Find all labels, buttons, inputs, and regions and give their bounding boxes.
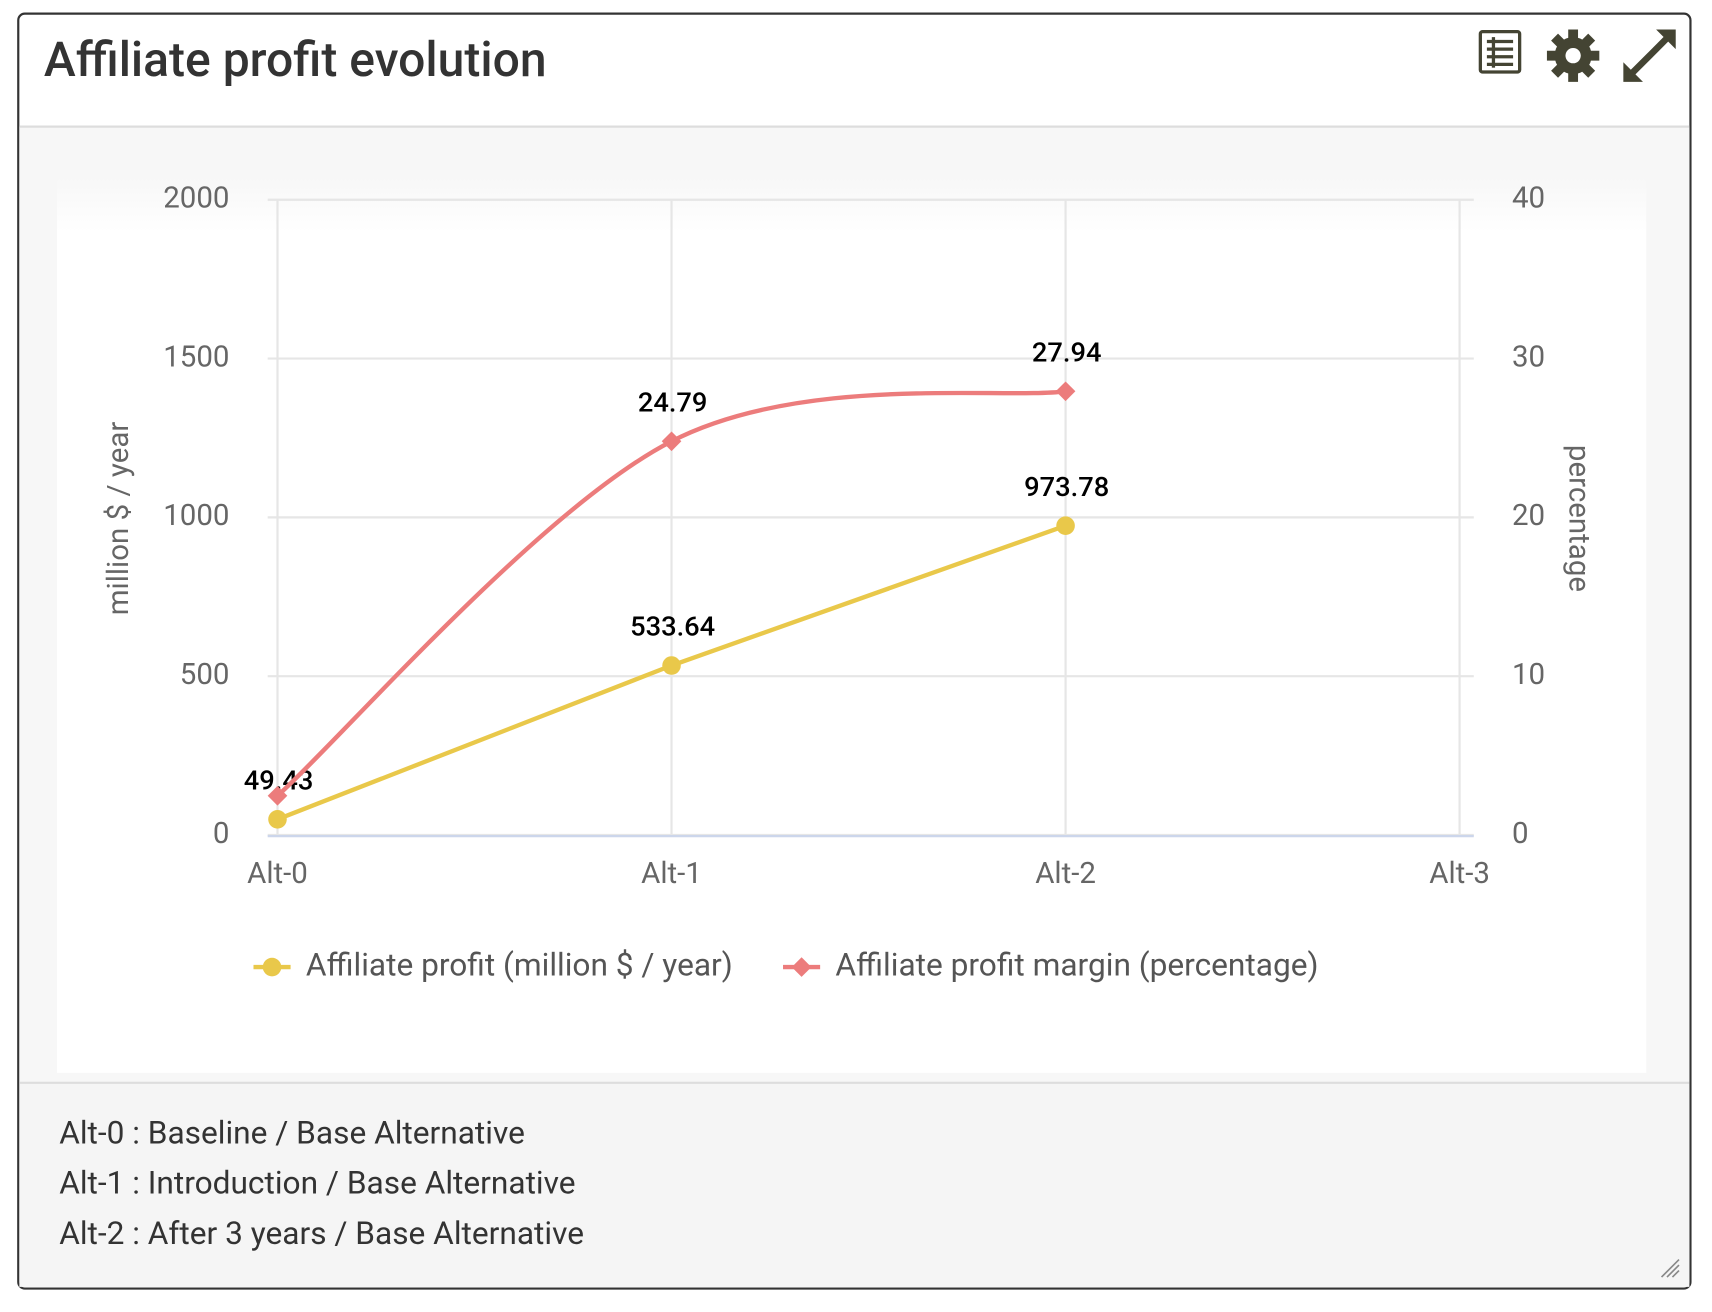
data-point [268,810,287,829]
y2-tick-label: 30 [1512,340,1545,374]
data-point [662,656,681,675]
y-tick-label: 2000 [163,182,229,216]
y2-tick-label: 0 [1512,817,1529,851]
note: Alt-2 : After 3 years / Base Alternative [59,1215,584,1252]
y-axis-title: million $ / year [102,422,136,616]
x-tick-label: Alt-1 [641,857,702,891]
title: Affiliate profit evolution [44,31,547,88]
x-tick-label: Alt-2 [1035,857,1096,891]
y2-tick-label: 20 [1512,499,1545,533]
data-point [1055,381,1076,402]
data-point [661,431,682,452]
y2-axis-title: percentage [1562,445,1596,592]
series-line [276,389,1066,798]
y2-tick-label: 40 [1512,182,1545,216]
legend-marker [262,957,282,977]
legend-label: Affiliate profit (million $ / year) [306,946,733,983]
y-tick-label: 0 [213,817,230,851]
y-tick-label: 1500 [163,340,229,374]
data-label: 24.79 [638,386,708,418]
data-label: 973.78 [1024,471,1109,503]
plot-background [57,177,1647,1073]
data-label: 533.64 [630,611,715,643]
y2-tick-label: 10 [1512,658,1545,692]
settings-icon[interactable] [1546,29,1600,82]
note: Alt-0 : Baseline / Base Alternative [59,1115,525,1152]
y-tick-label: 1000 [163,499,229,533]
data-point [267,785,288,806]
x-tick-label: Alt-3 [1429,857,1490,891]
footer [19,1082,1690,1287]
note: Alt-1 : Introduction / Base Alternative [59,1165,575,1202]
resize-handle[interactable] [1660,1259,1680,1278]
data-label: 27.94 [1032,336,1102,368]
table-icon[interactable] [1478,30,1522,74]
x-tick-label: Alt-0 [247,857,308,891]
legend-label: Affiliate profit margin (percentage) [835,946,1318,983]
data-point [1056,516,1075,535]
y-tick-label: 500 [180,658,230,692]
